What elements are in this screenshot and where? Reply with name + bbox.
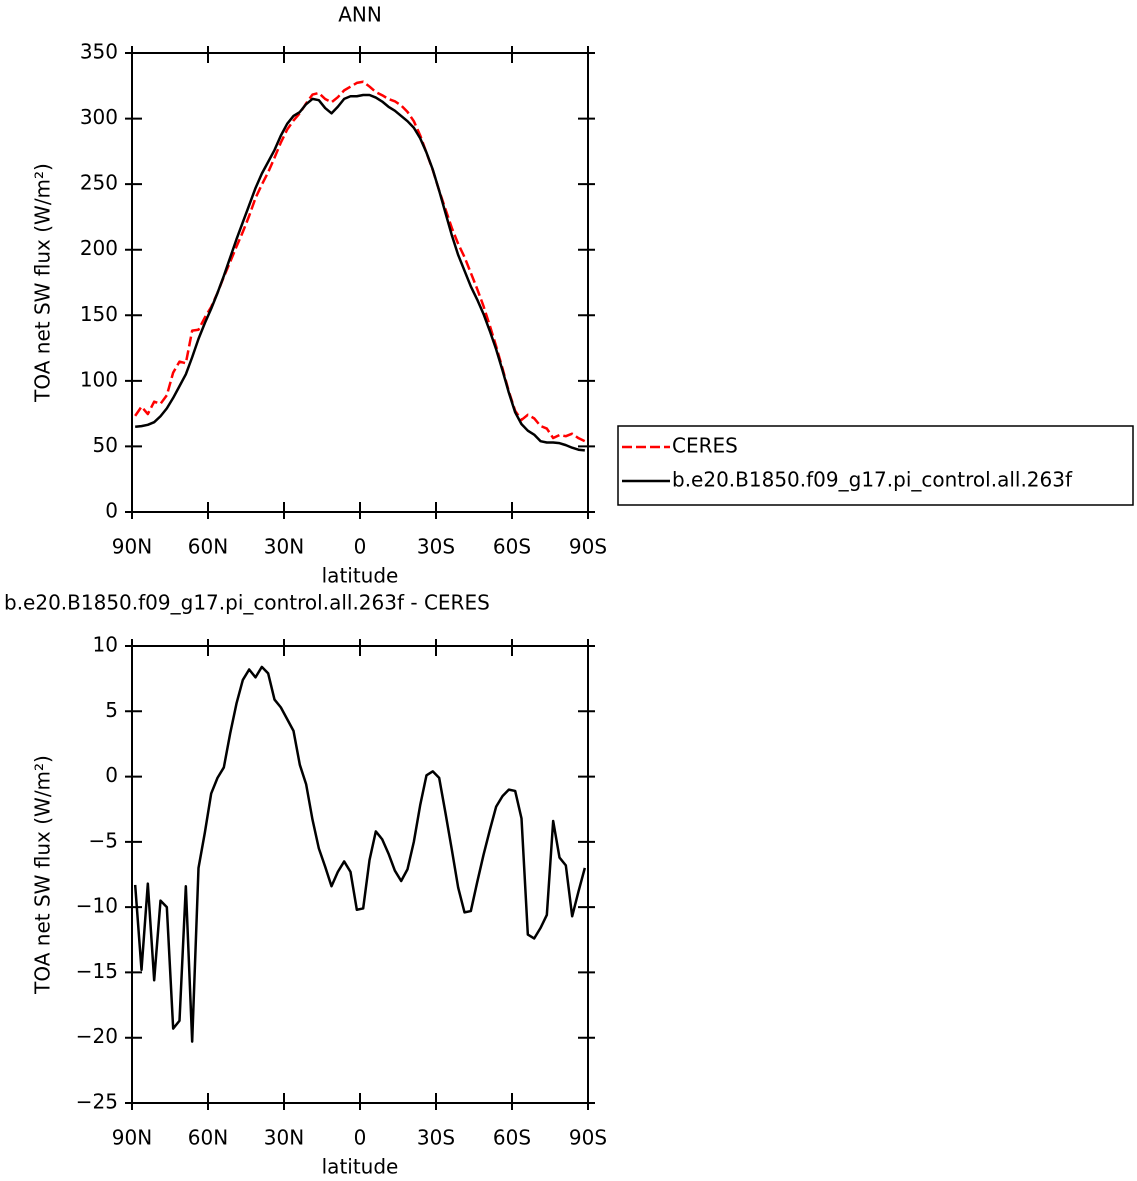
y-tick-label: 350: [80, 40, 118, 64]
y-tick-label: −5: [89, 828, 118, 852]
y-tick-label: −15: [76, 959, 118, 983]
x-tick-label: 30N: [264, 1126, 304, 1150]
x-axis-label: latitude: [322, 564, 399, 588]
plot-frame: [131, 52, 589, 513]
y-tick-label: −25: [76, 1090, 118, 1114]
x-tick-label: 90N: [112, 1126, 152, 1150]
x-tick-label: 0: [354, 535, 367, 559]
x-tick-label: 90S: [569, 535, 607, 559]
x-tick-label: 30S: [417, 535, 455, 559]
y-tick-label: 200: [80, 236, 118, 260]
data-line: [134, 80, 586, 443]
data-line: [135, 93, 585, 452]
y-axis-label: TOA net SW flux (W/m²): [31, 755, 55, 995]
x-tick-label: 60S: [493, 535, 531, 559]
x-tick-label: 90N: [112, 535, 152, 559]
y-tick-label: 10: [93, 633, 118, 657]
y-tick-label: 100: [80, 367, 118, 391]
y-tick-label: 250: [80, 171, 118, 195]
y-tick-label: 0: [105, 763, 118, 787]
x-tick-label: 30N: [264, 535, 304, 559]
x-tick-label: 60N: [188, 1126, 228, 1150]
y-tick-label: −20: [76, 1024, 118, 1048]
y-tick-label: 150: [80, 302, 118, 326]
chart-title: ANN: [338, 3, 382, 27]
y-tick-label: 300: [80, 105, 118, 129]
x-tick-label: 60S: [493, 1126, 531, 1150]
y-tick-label: 50: [93, 433, 118, 457]
x-tick-label: 90S: [569, 1126, 607, 1150]
legend-label: CERES: [672, 434, 738, 458]
x-tick-label: 0: [354, 1126, 367, 1150]
x-tick-label: 30S: [417, 1126, 455, 1150]
y-axis-label: TOA net SW flux (W/m²): [31, 163, 55, 403]
plot-frame: [131, 645, 589, 1104]
x-tick-label: 60N: [188, 535, 228, 559]
chart-title: b.e20.B1850.f09_g17.pi_control.all.263f …: [4, 591, 490, 615]
legend-label: b.e20.B1850.f09_g17.pi_control.all.263f: [672, 468, 1073, 492]
x-axis-label: latitude: [322, 1155, 399, 1179]
legend-box: [617, 425, 1134, 506]
y-tick-label: 5: [105, 698, 118, 722]
y-tick-label: −10: [76, 894, 118, 918]
y-tick-label: 0: [105, 499, 118, 523]
data-line: [133, 665, 587, 1043]
